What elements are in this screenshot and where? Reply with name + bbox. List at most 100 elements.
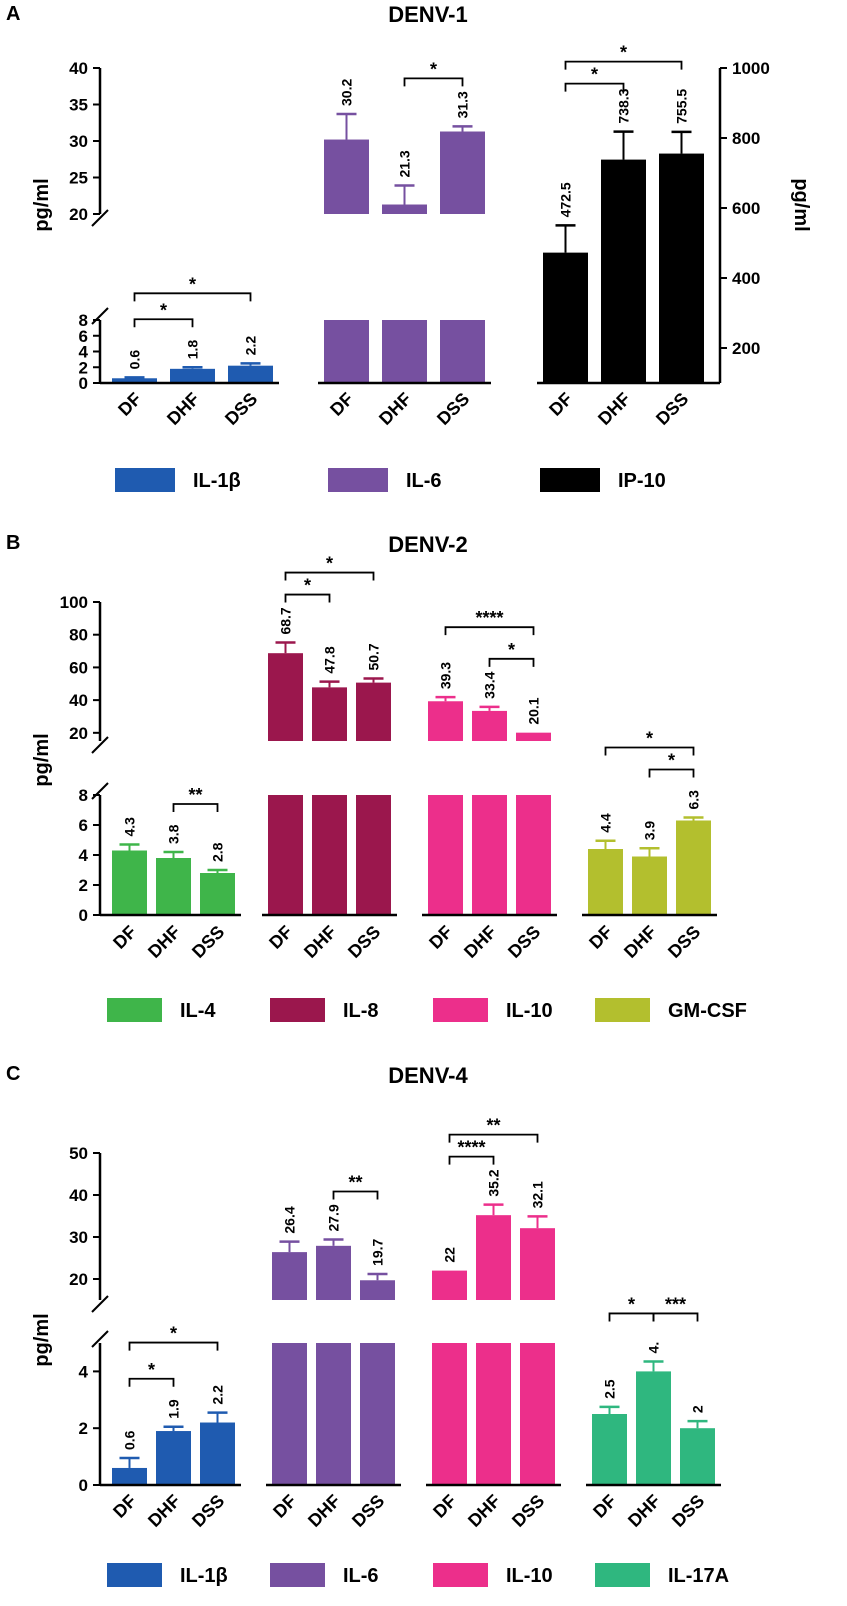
x-tick-label: DF	[269, 1491, 300, 1522]
significance-bracket	[652, 1312, 699, 1322]
chart-title: DENV-2	[388, 532, 467, 557]
bar	[636, 1371, 671, 1485]
data-label: 3.8	[166, 824, 182, 844]
x-tick-label: DSS	[188, 1491, 228, 1531]
bar-lower-segment	[476, 1343, 511, 1485]
data-label: 2.2	[210, 1385, 226, 1405]
x-tick-label: DHF	[304, 1491, 344, 1531]
legend-label: GM-CSF	[668, 1000, 747, 1022]
x-tick-label: DHF	[464, 1491, 504, 1531]
panel-b: B DENV-2 0 2 4 6 8 20 40 60 80 100 pg/ml 4.3 DF 3.8 DHF 2…	[6, 532, 747, 1022]
y-tick-label: 20	[69, 1270, 88, 1289]
significance-bracket	[403, 77, 464, 87]
x-tick-label: DHF	[620, 922, 660, 962]
data-label: 4.4	[598, 813, 614, 833]
y-tick-label-right: 200	[732, 339, 760, 358]
x-tick-label: DF	[109, 922, 140, 953]
chart-title: DENV-1	[388, 2, 467, 27]
x-tick-label: DF	[545, 389, 576, 420]
x-tick-label: DF	[326, 389, 357, 420]
legend-swatch	[595, 1563, 650, 1587]
legend-swatch	[270, 998, 325, 1022]
bar	[472, 710, 507, 741]
series-il-17a: 2.5 DF 4. DHF 2 DSS	[589, 1342, 715, 1531]
y-tick-label-right: 800	[732, 129, 760, 148]
x-tick-label: DSS	[433, 389, 473, 429]
data-label: 3.9	[642, 821, 658, 841]
data-label: 31.3	[455, 91, 471, 118]
data-label: 32.1	[530, 1181, 546, 1208]
legend-label: IL-17A	[668, 1565, 729, 1587]
data-label: 50.7	[366, 643, 382, 670]
bar-lower-segment	[440, 320, 485, 383]
x-tick-label: DSS	[188, 922, 228, 962]
legend-swatch	[107, 998, 162, 1022]
legend-label: IL-1β	[180, 1565, 228, 1587]
bar	[432, 1270, 467, 1300]
bar	[588, 849, 623, 915]
legend-swatch	[115, 468, 175, 492]
data-label: 27.9	[326, 1204, 342, 1231]
bar	[272, 1252, 307, 1300]
bar	[228, 365, 273, 383]
bar	[516, 732, 551, 741]
y-tick-label: 40	[69, 1186, 88, 1205]
bar-lower-segment	[516, 795, 551, 915]
legend-swatch	[433, 998, 488, 1022]
series-il-4: 4.3 DF 3.8 DHF 2.8 DSS	[109, 817, 235, 962]
y-tick-label: 25	[69, 169, 88, 188]
x-tick-label: DSS	[504, 922, 544, 962]
data-label: 68.7	[278, 607, 294, 634]
significance-label: **	[486, 1116, 500, 1136]
bar	[476, 1215, 511, 1300]
significance-bracket	[128, 1341, 219, 1351]
data-label: 35.2	[486, 1169, 502, 1196]
data-label: 472.5	[558, 182, 574, 217]
series-il-6: 30.2 DF 21.3 DHF 31.3 DSS	[324, 79, 485, 429]
y-tick-label: 80	[69, 626, 88, 645]
significance-label: *	[508, 640, 515, 660]
data-label: 19.7	[370, 1238, 386, 1265]
significance-label: *	[304, 576, 311, 596]
y-tick-label: 8	[79, 311, 88, 330]
y-tick-label-right: 1000	[732, 59, 770, 78]
axis-break-mark	[91, 782, 109, 800]
significance-label: *	[628, 1294, 635, 1314]
data-label: 22	[442, 1247, 458, 1263]
bar	[356, 682, 391, 741]
legend-swatch	[540, 468, 600, 492]
bar	[312, 687, 347, 741]
significance-bracket	[172, 803, 219, 812]
y-tick-label: 6	[79, 327, 88, 346]
bar-lower-segment	[520, 1343, 555, 1485]
y-tick-label: 2	[79, 358, 88, 377]
data-label: 4.	[646, 1342, 662, 1354]
legend-label: IL-6	[406, 470, 442, 492]
x-tick-label: DHF	[624, 1491, 664, 1531]
significance-bracket	[648, 768, 695, 778]
legend-label: IL-10	[506, 1565, 553, 1587]
data-label: 2.2	[243, 336, 259, 356]
x-tick-label: DHF	[460, 922, 500, 962]
significance-label: *	[591, 65, 598, 85]
y-tick-label: 100	[60, 593, 88, 612]
legend-swatch	[433, 1563, 488, 1587]
bar-lower-segment	[432, 1343, 467, 1485]
data-label: 33.4	[482, 671, 498, 698]
bar	[428, 701, 463, 741]
significance-bracket	[448, 1155, 495, 1165]
x-tick-label: DSS	[664, 922, 704, 962]
legend-label: IL-4	[180, 1000, 216, 1022]
y-tick-label: 4	[79, 846, 89, 865]
bar	[156, 1431, 191, 1485]
bar	[601, 159, 646, 383]
x-tick-label: DF	[589, 1491, 620, 1522]
x-tick-label: DHF	[594, 389, 634, 429]
series-il-1-: 0.6 DF 1.9 DHF 2.2 DSS	[109, 1385, 235, 1531]
y-tick-label: 2	[79, 876, 88, 895]
data-label: 738.3	[616, 88, 632, 123]
y-tick-label: 60	[69, 658, 88, 677]
data-label: 26.4	[282, 1206, 298, 1233]
legend-label: IL-1β	[193, 470, 241, 492]
legend-label: IL-6	[343, 1565, 379, 1587]
